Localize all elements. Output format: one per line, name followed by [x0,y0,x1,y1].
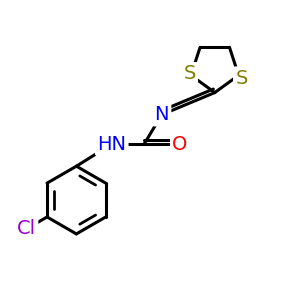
Text: S: S [183,64,196,83]
Text: O: O [172,135,188,154]
Text: S: S [235,69,248,88]
Text: N: N [154,105,169,124]
Text: HN: HN [97,135,126,154]
Text: Cl: Cl [17,218,36,238]
